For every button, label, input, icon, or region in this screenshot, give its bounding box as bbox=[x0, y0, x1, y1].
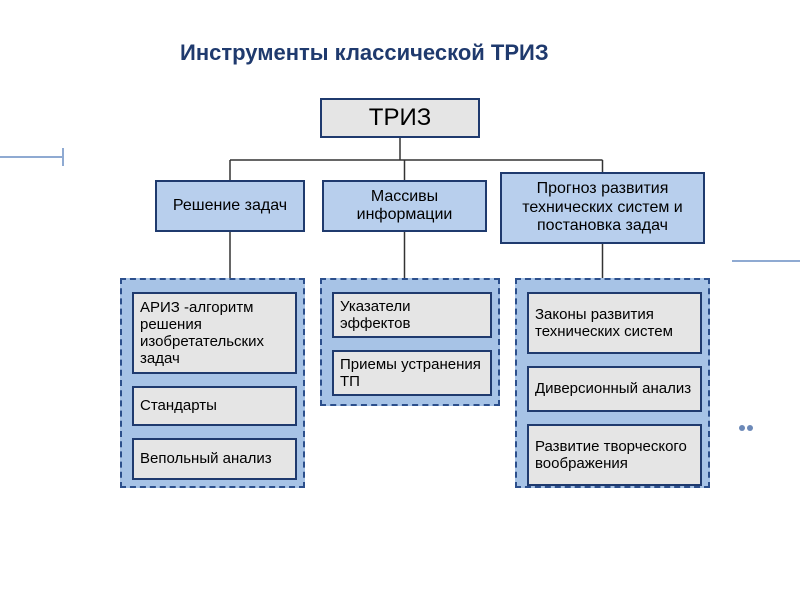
leaf-group-solving: АРИЗ -алгоритм решения изобретательских … bbox=[120, 278, 305, 488]
branch-node-solving: Решение задач bbox=[155, 180, 305, 232]
decor-left-tick bbox=[62, 148, 64, 166]
leaf-node: Указатели эффектов bbox=[332, 292, 492, 338]
leaf-node: Стандарты bbox=[132, 386, 297, 426]
decor-left-bar bbox=[0, 156, 64, 158]
branch-label: Массивы информации bbox=[330, 188, 479, 225]
branch-node-forecast: Прогноз развития технических систем и по… bbox=[500, 172, 705, 244]
root-label: ТРИЗ bbox=[369, 104, 431, 132]
leaf-node: АРИЗ -алгоритм решения изобретательских … bbox=[132, 292, 297, 374]
triz-diagram-slide: Инструменты классической ТРИЗ ТРИЗ Решен… bbox=[0, 0, 800, 600]
decor-dot-2 bbox=[747, 425, 753, 431]
leaf-label: Вепольный анализ bbox=[140, 450, 272, 467]
decor-right-bar bbox=[732, 260, 800, 262]
leaf-label: АРИЗ -алгоритм решения изобретательских … bbox=[140, 299, 289, 368]
leaf-node: Законы развития технических систем bbox=[527, 292, 702, 354]
root-node-triz: ТРИЗ bbox=[320, 98, 480, 138]
branch-label: Решение задач bbox=[173, 197, 287, 215]
leaf-label: Стандарты bbox=[140, 397, 217, 414]
branch-label: Прогноз развития технических систем и по… bbox=[508, 180, 697, 235]
leaf-label: Приемы устранения ТП bbox=[340, 356, 484, 391]
leaf-label: Указатели эффектов bbox=[340, 298, 484, 333]
leaf-label: Законы развития технических систем bbox=[535, 306, 694, 341]
leaf-node: Диверсионный анализ bbox=[527, 366, 702, 412]
leaf-label: Развитие творческого воображения bbox=[535, 438, 694, 473]
leaf-node: Вепольный анализ bbox=[132, 438, 297, 480]
decor-dot-1 bbox=[739, 425, 745, 431]
branch-node-arrays: Массивы информации bbox=[322, 180, 487, 232]
leaf-group-arrays: Указатели эффектов Приемы устранения ТП bbox=[320, 278, 500, 406]
leaf-group-forecast: Законы развития технических систем Диверс… bbox=[515, 278, 710, 488]
leaf-node: Развитие творческого воображения bbox=[527, 424, 702, 486]
leaf-label: Диверсионный анализ bbox=[535, 380, 691, 397]
leaf-node: Приемы устранения ТП bbox=[332, 350, 492, 396]
slide-title: Инструменты классической ТРИЗ bbox=[180, 40, 549, 66]
